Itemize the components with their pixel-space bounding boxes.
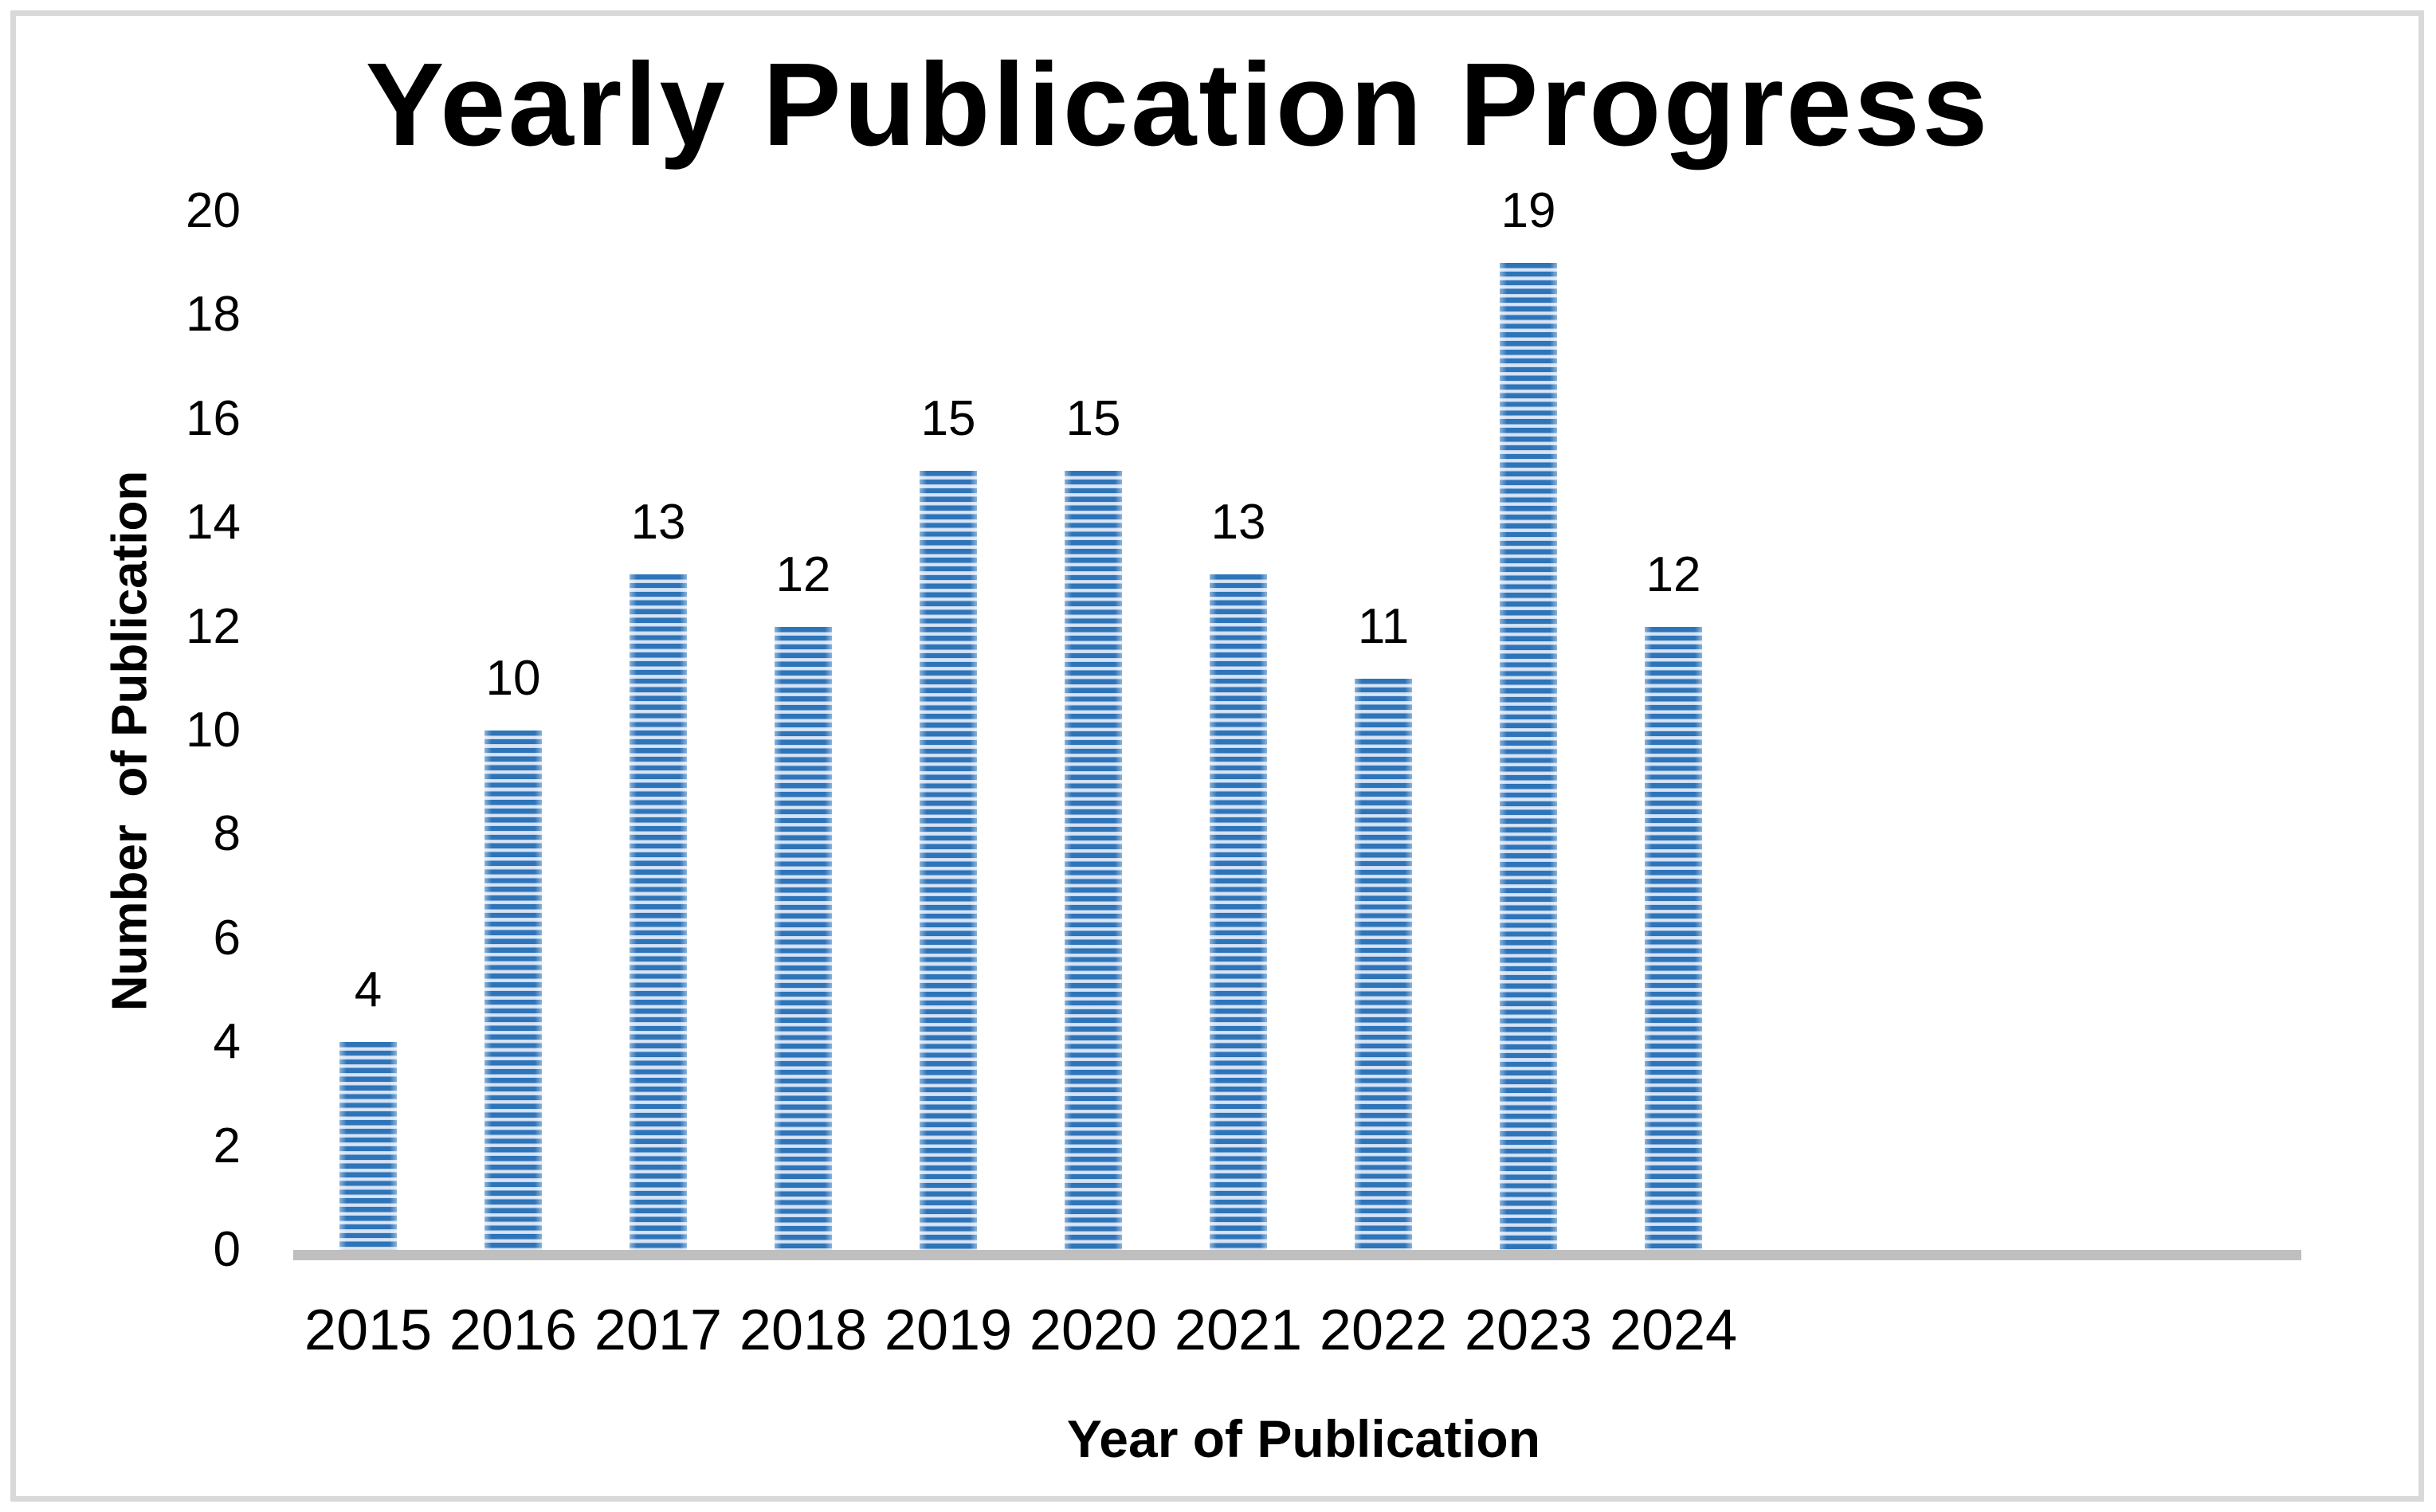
- y-tick-label: 14: [186, 495, 241, 550]
- y-tick-label: 2: [213, 1118, 241, 1173]
- x-tick-label-2016: 2016: [449, 1299, 578, 1362]
- bar-value-label-2023: 19: [1500, 183, 1556, 239]
- bar-2024: [1645, 626, 1702, 1250]
- chart-title: Yearly Publication Progress: [365, 39, 1991, 170]
- y-tick-label: 6: [213, 910, 241, 966]
- bar-2019: [920, 471, 977, 1250]
- bar-2020: [1065, 471, 1122, 1250]
- x-tick-label-2024: 2024: [1609, 1299, 1738, 1362]
- bar-2015: [339, 1042, 397, 1250]
- bar-2018: [775, 626, 832, 1250]
- y-tick-label: 18: [186, 287, 241, 343]
- x-tick-label-2021: 2021: [1174, 1299, 1303, 1362]
- y-tick-label: 16: [186, 390, 241, 446]
- x-axis-title: Year of Publication: [1066, 1409, 1541, 1468]
- bar-2021: [1210, 574, 1267, 1250]
- bar-value-label-2021: 13: [1210, 495, 1266, 550]
- x-tick-label-2018: 2018: [739, 1299, 868, 1362]
- bar-value-label-2020: 15: [1065, 391, 1121, 446]
- y-tick-label: 20: [186, 183, 241, 238]
- bar-2016: [484, 731, 542, 1250]
- x-tick-label-2015: 2015: [304, 1299, 433, 1362]
- bar-value-label-2015: 4: [354, 962, 382, 1018]
- x-tick-label-2019: 2019: [884, 1299, 1013, 1362]
- y-tick-label: 4: [213, 1014, 241, 1070]
- x-tick-label-2022: 2022: [1319, 1299, 1448, 1362]
- bar-value-label-2018: 12: [775, 546, 831, 602]
- x-tick-label-2020: 2020: [1029, 1299, 1158, 1362]
- x-tick-label-2017: 2017: [594, 1299, 723, 1362]
- y-tick-label: 0: [213, 1222, 241, 1277]
- y-tick-label: 8: [213, 806, 241, 862]
- bar-value-label-2019: 15: [920, 391, 976, 446]
- bar-value-label-2022: 11: [1357, 598, 1410, 654]
- bar-value-label-2016: 10: [485, 651, 541, 706]
- x-tick-label-2023: 2023: [1464, 1299, 1593, 1362]
- y-tick-label: 12: [186, 598, 241, 654]
- bar-value-label-2024: 12: [1646, 546, 1701, 602]
- bar-2017: [630, 574, 687, 1250]
- y-tick-label: 10: [186, 703, 241, 758]
- bar-2023: [1500, 263, 1557, 1250]
- x-axis-line: [293, 1250, 2301, 1260]
- bar-value-label-2017: 13: [630, 495, 686, 550]
- bar-2022: [1355, 678, 1412, 1250]
